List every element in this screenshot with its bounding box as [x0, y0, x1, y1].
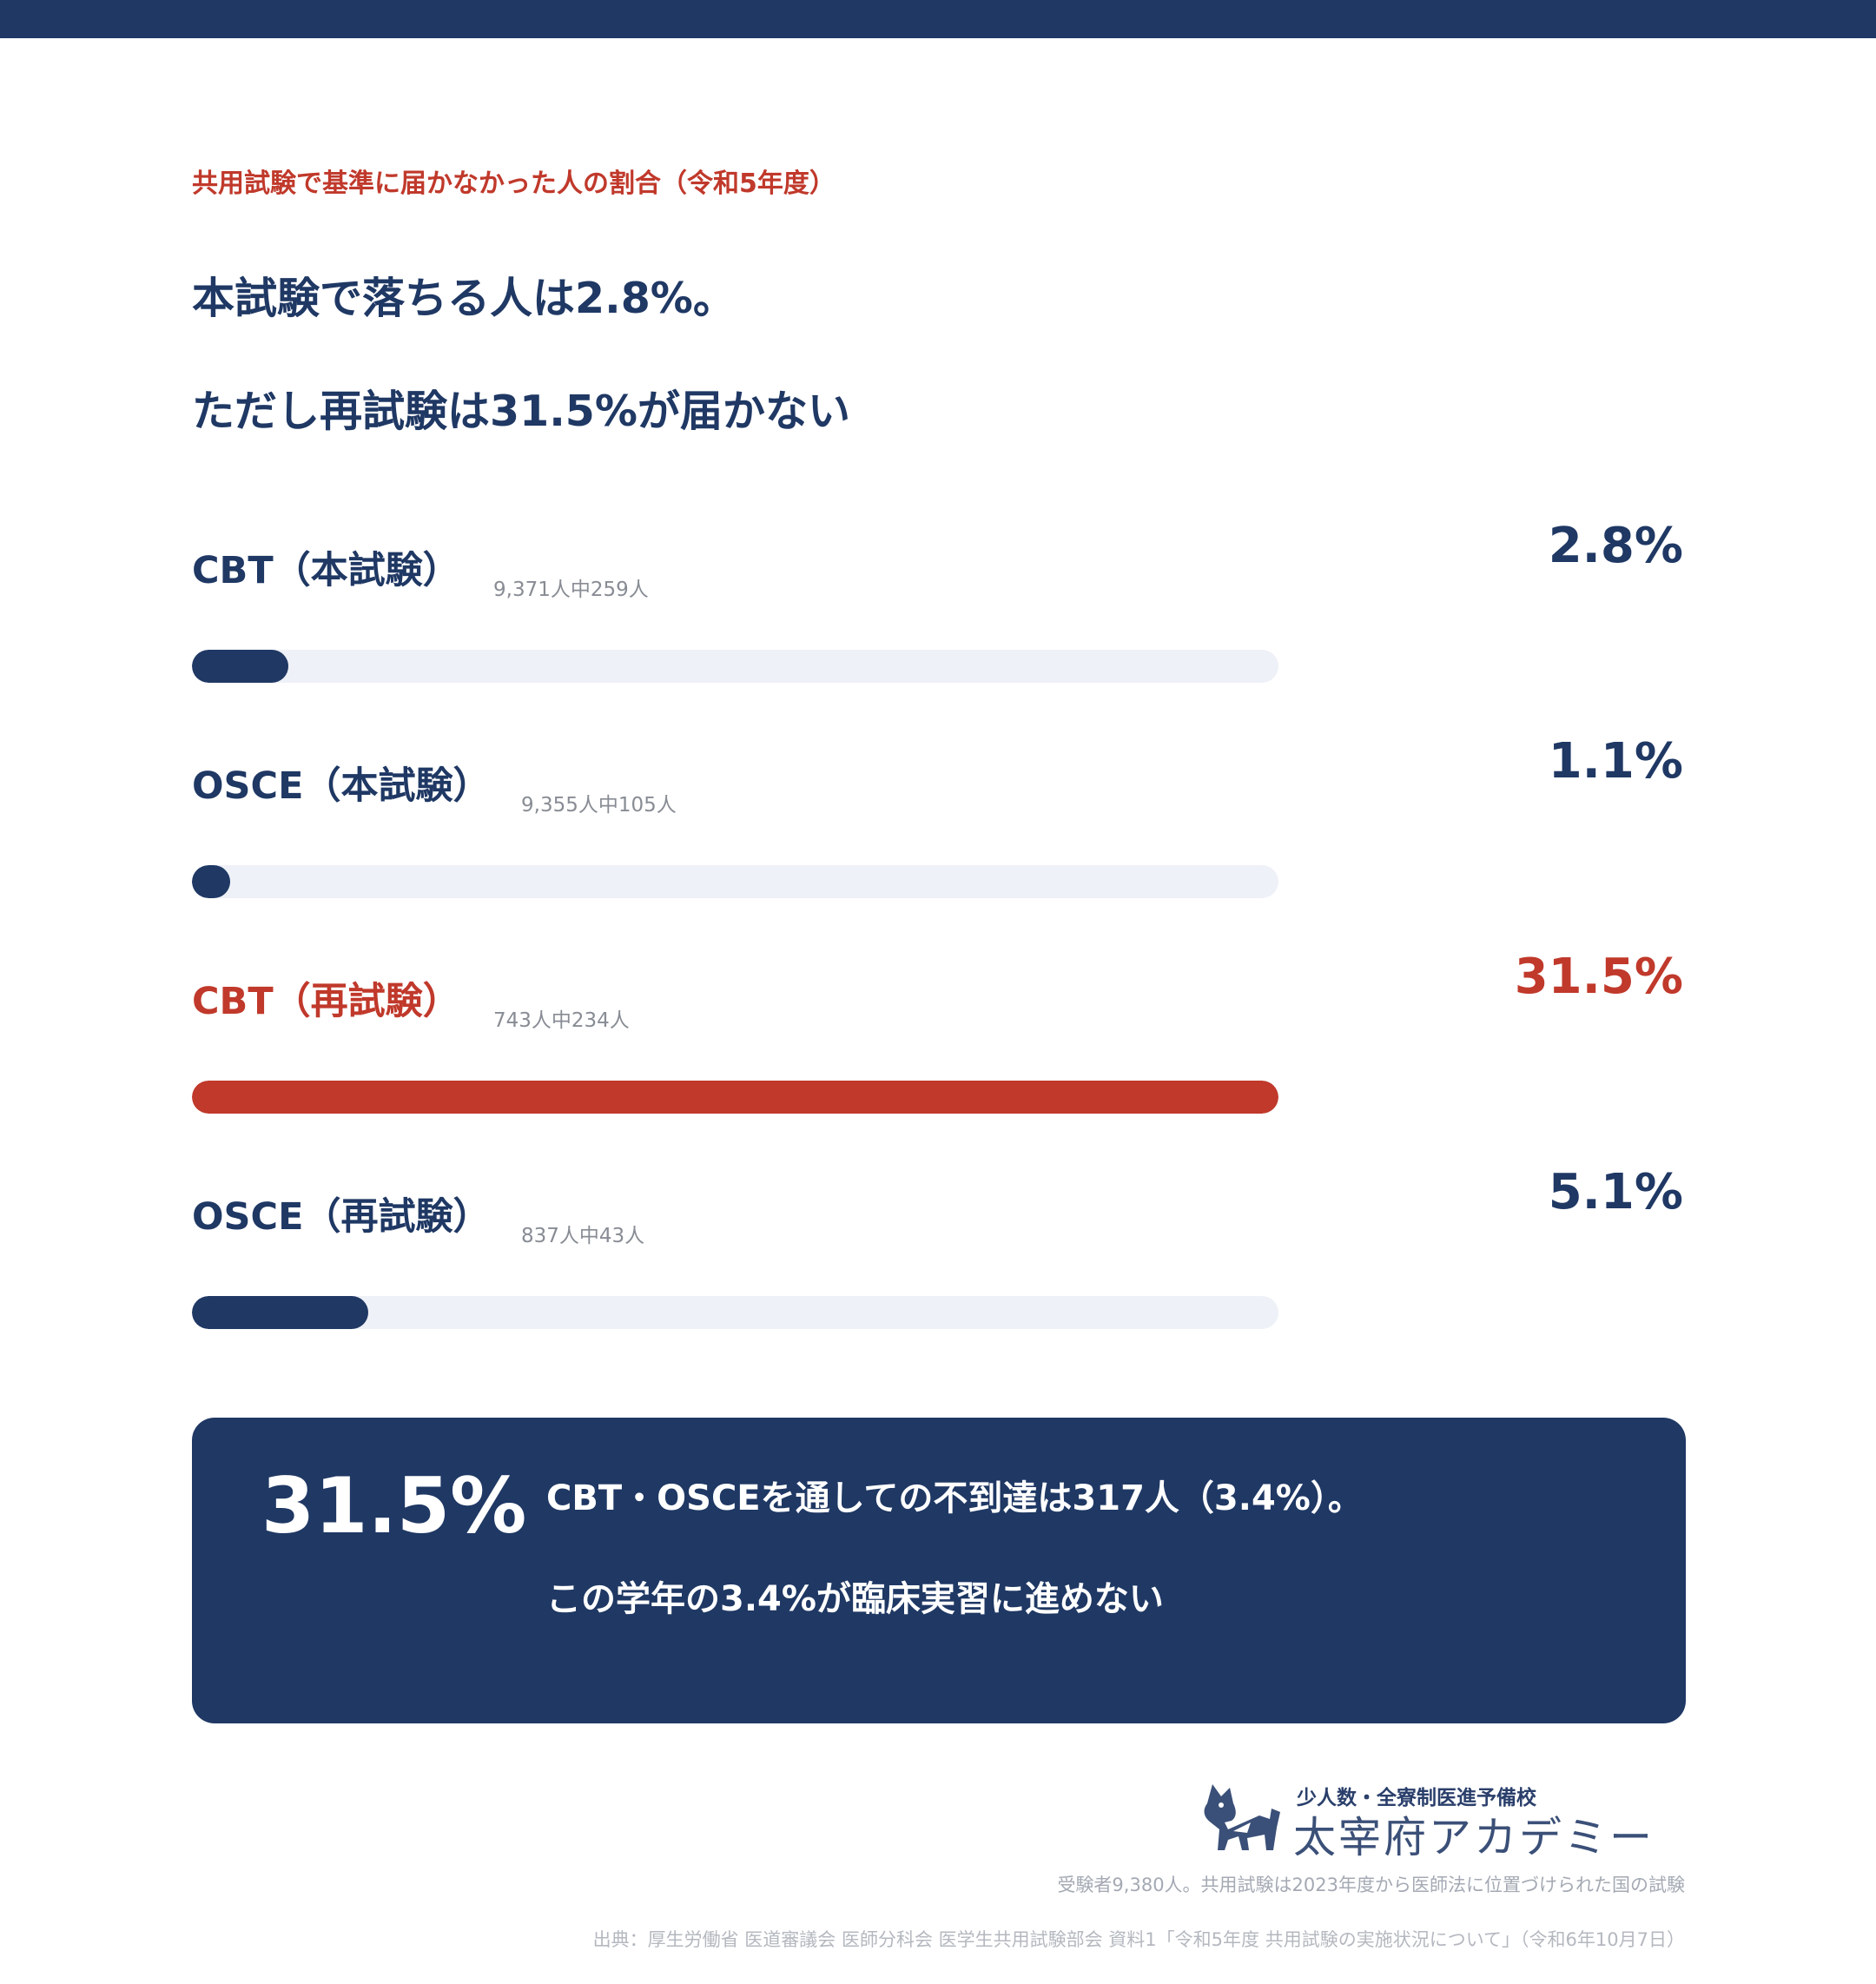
headline-line-1: 本試験で落ちる人は2.8%。	[192, 274, 736, 323]
bar-sub-label: 743人中234人	[493, 1009, 630, 1032]
summary-line-2: この学年の3.4%が臨床実習に進めない	[546, 1579, 1164, 1619]
bar-sub-label: 9,355人中105人	[521, 794, 677, 817]
chart-eyebrow: 共用試験で基準に届かなかった人の割合（令和5年度）	[192, 169, 836, 199]
bar-track	[192, 1081, 1278, 1114]
bar-value-label: 1.1%	[1548, 733, 1683, 790]
logo-tagline: 少人数・全寮制医進予備校	[1297, 1786, 1536, 1809]
bar-label: OSCE（本試験）	[192, 764, 491, 808]
bar-track	[192, 1296, 1278, 1329]
academy-logo: 少人数・全寮制医進予備校 太宰府アカデミー	[1199, 1777, 1685, 1862]
footer-note: 受験者9,380人。共用試験は2023年度から医師法に位置づけられた国の試験	[1057, 1875, 1685, 1895]
bar-value-label: 31.5%	[1514, 949, 1683, 1005]
bar-label: CBT（再試験）	[192, 980, 460, 1023]
bar-value-label: 5.1%	[1548, 1164, 1683, 1220]
bar-fill	[192, 865, 230, 898]
summary-big-value: 31.5%	[261, 1461, 527, 1551]
top-accent-bar	[0, 0, 1876, 38]
bar-track	[192, 650, 1278, 683]
bar-label: OSCE（再試験）	[192, 1195, 491, 1239]
bar-value-label: 2.8%	[1548, 518, 1683, 574]
footer-source: 出典：厚生労働省 医道審議会 医師分科会 医学生共用試験部会 資料1「令和5年度…	[592, 1929, 1685, 1950]
bar-sub-label: 837人中43人	[521, 1225, 645, 1247]
bar-fill	[192, 650, 289, 683]
bar-fill	[192, 1296, 368, 1329]
summary-line-1: CBT・OSCEを通しての不到達は317人（3.4%）。	[546, 1478, 1363, 1518]
bar-fill	[192, 1081, 1278, 1114]
bar-track	[192, 865, 1278, 898]
summary-card: 31.5% CBT・OSCEを通しての不到達は317人（3.4%）。 この学年の…	[192, 1418, 1686, 1723]
shiba-dog-logo-icon	[1204, 1784, 1280, 1850]
headline-line-2: ただし再試験は31.5%が届かない	[192, 387, 850, 436]
logo-name: 太宰府アカデミー	[1293, 1813, 1655, 1862]
bar-label: CBT（本試験）	[192, 549, 460, 592]
bar-sub-label: 9,371人中259人	[493, 579, 649, 601]
